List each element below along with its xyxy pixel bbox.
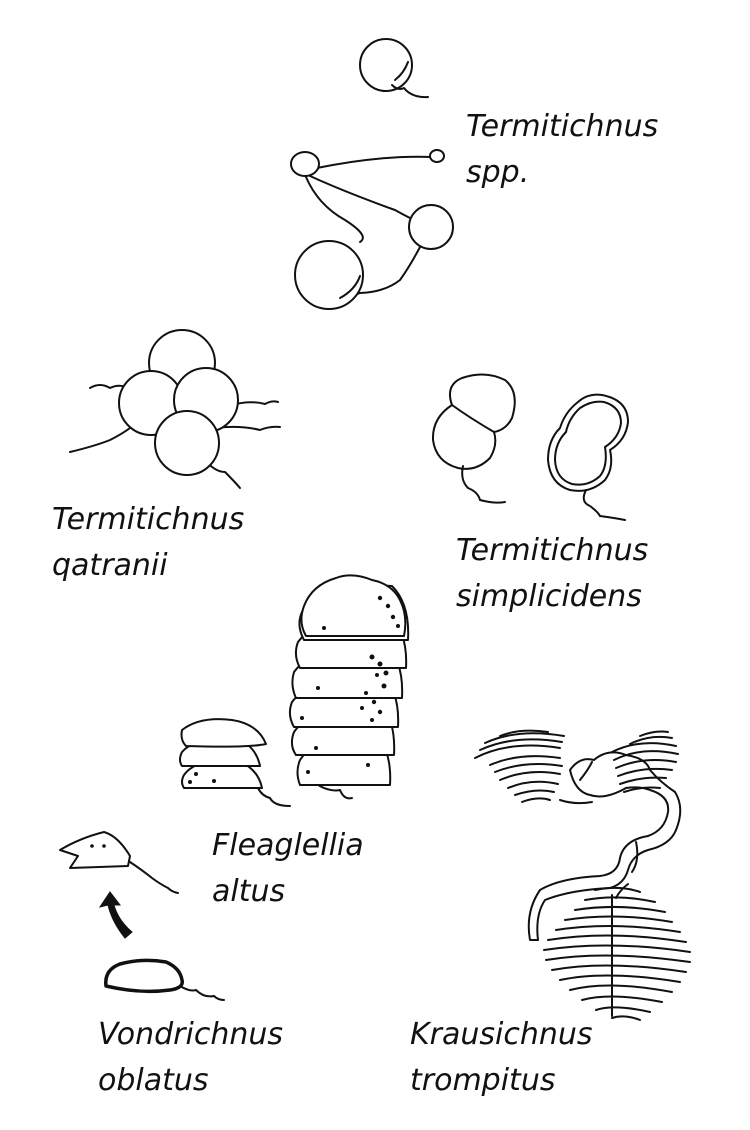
label-line: trompitus (410, 1063, 556, 1098)
label-line: oblatus (98, 1063, 209, 1098)
tunnel (582, 489, 626, 521)
pellet-dots (300, 595, 400, 774)
tunnel (391, 84, 429, 99)
lamellar-chamber-upper-right (611, 730, 679, 793)
chamber-lining (554, 400, 622, 486)
fleaglellia-altus-tall-stack (288, 574, 410, 800)
label-line: qatranii (52, 548, 168, 583)
chamber-tiny (429, 149, 445, 163)
fleaglellia-altus-small-stack (179, 718, 291, 807)
tunnel (461, 465, 506, 504)
chamber (154, 410, 220, 476)
chamber-highlight (339, 275, 361, 299)
termitichnus-qatranii-drawing (69, 329, 281, 489)
label-line: Krausichnus (410, 1017, 593, 1052)
chamber-cell-top (300, 574, 407, 637)
tunnel (129, 861, 179, 894)
label-termitichnus-qatranii: Termitichnus qatranii (52, 497, 244, 589)
chamber-tiny (290, 151, 320, 177)
tunnel (257, 787, 291, 807)
label-termitichnus-simplicidens: Termitichnus simplicidens (456, 528, 648, 620)
chamber-medium (408, 204, 454, 250)
label-line: Vondrichnus (98, 1017, 284, 1052)
tunnel (214, 425, 281, 431)
termitichnus-spp-drawing (290, 38, 454, 310)
lamellar-chamber-upper-left (474, 729, 565, 803)
vondrichnus-oblatus-drawing (59, 831, 225, 1001)
chamber-large (294, 240, 364, 310)
tunnel (69, 427, 131, 453)
tunnel (231, 400, 279, 406)
chamber-division (451, 404, 495, 433)
lamellar-chamber-lower (543, 886, 691, 1021)
label-termitichnus-spp: Termitichnus spp. (466, 104, 658, 196)
tunnel (316, 155, 433, 169)
tunnel (305, 176, 364, 243)
tunnel (89, 384, 127, 389)
tunnel-branch (631, 841, 639, 873)
label-vondrichnus-oblatus: Vondrichnus oblatus (98, 1012, 283, 1104)
tunnel (317, 784, 353, 800)
chamber-highlight (394, 61, 409, 81)
chamber-pair (431, 373, 516, 470)
label-line: Termitichnus (52, 502, 245, 537)
label-line: Termitichnus (456, 533, 649, 568)
arrow-icon (98, 891, 133, 939)
tunnel (204, 459, 241, 489)
termitichnus-simplicidens-drawing (431, 373, 629, 521)
chamber-outline (59, 831, 131, 869)
label-line: Termitichnus (466, 109, 659, 144)
tunnel-branch (579, 761, 593, 781)
label-line: Fleaglellia (212, 828, 364, 863)
tunnel-branch (615, 883, 629, 899)
tunnel (309, 175, 411, 219)
chamber-small (359, 38, 413, 92)
tunnel-branch (559, 799, 593, 805)
label-line: simplicidens (456, 579, 642, 614)
gallery-tunnel (527, 751, 682, 941)
tunnel (179, 985, 225, 1001)
label-fleaglellia-altus: Fleaglellia altus (212, 823, 364, 915)
label-line: spp. (466, 155, 530, 190)
krausichnus-trompitus-drawing (474, 729, 691, 1021)
oblate-chamber (104, 958, 184, 994)
label-line: altus (212, 874, 286, 909)
label-krausichnus-trompitus: Krausichnus trompitus (410, 1012, 593, 1104)
chamber-cell-top (180, 718, 267, 748)
lined-chamber (547, 393, 629, 492)
